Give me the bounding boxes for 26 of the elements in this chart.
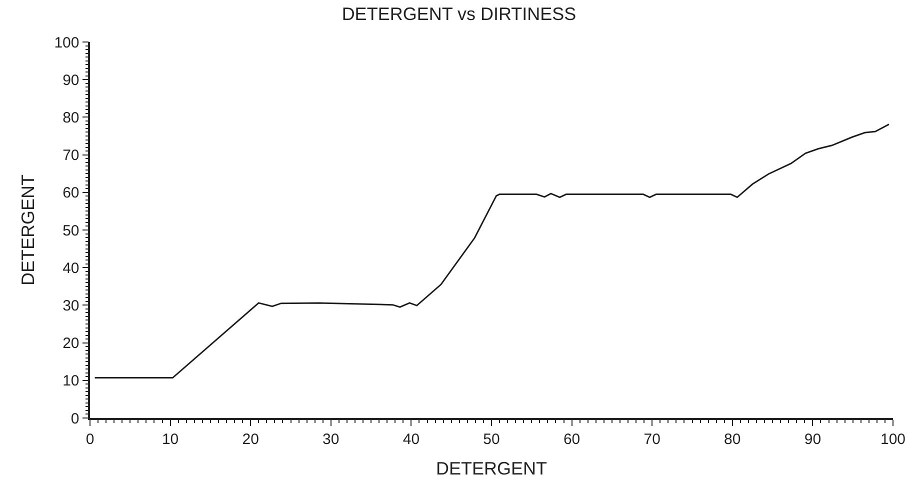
- x-tick-label: 20: [242, 430, 259, 448]
- x-tick-label: 60: [563, 430, 580, 448]
- x-tick-label: 30: [322, 430, 340, 448]
- y-tick-label: 20: [62, 335, 80, 352]
- y-tick-label: 50: [62, 222, 80, 240]
- y-tick-label: 60: [62, 184, 80, 202]
- x-tick-label: 50: [483, 430, 500, 448]
- y-tick-label: 70: [62, 147, 80, 164]
- y-tick-label: 100: [54, 34, 80, 52]
- x-tick-label: 90: [804, 430, 822, 448]
- line-series: [94, 124, 890, 379]
- x-axis-title: DETERGENT: [436, 458, 548, 478]
- y-tick-label: 40: [62, 260, 80, 277]
- x-tick-label: 0: [86, 430, 94, 448]
- y-tick-label: 0: [70, 410, 80, 428]
- x-tick-label: 70: [644, 430, 660, 448]
- y-tick-label: 10: [62, 372, 80, 390]
- y-tick-label: 80: [62, 109, 80, 126]
- y-axis-title: DETERGENT: [18, 174, 38, 286]
- chart-title: DETERGENT vs DIRTINESS: [342, 4, 576, 24]
- y-tick-label: 90: [62, 72, 80, 89]
- x-tick-label: 100: [880, 430, 906, 448]
- x-tick-label: 10: [162, 430, 179, 448]
- y-tick-label: 30: [62, 297, 80, 314]
- x-tick-label: 80: [724, 430, 741, 448]
- x-tick-label: 40: [402, 430, 420, 448]
